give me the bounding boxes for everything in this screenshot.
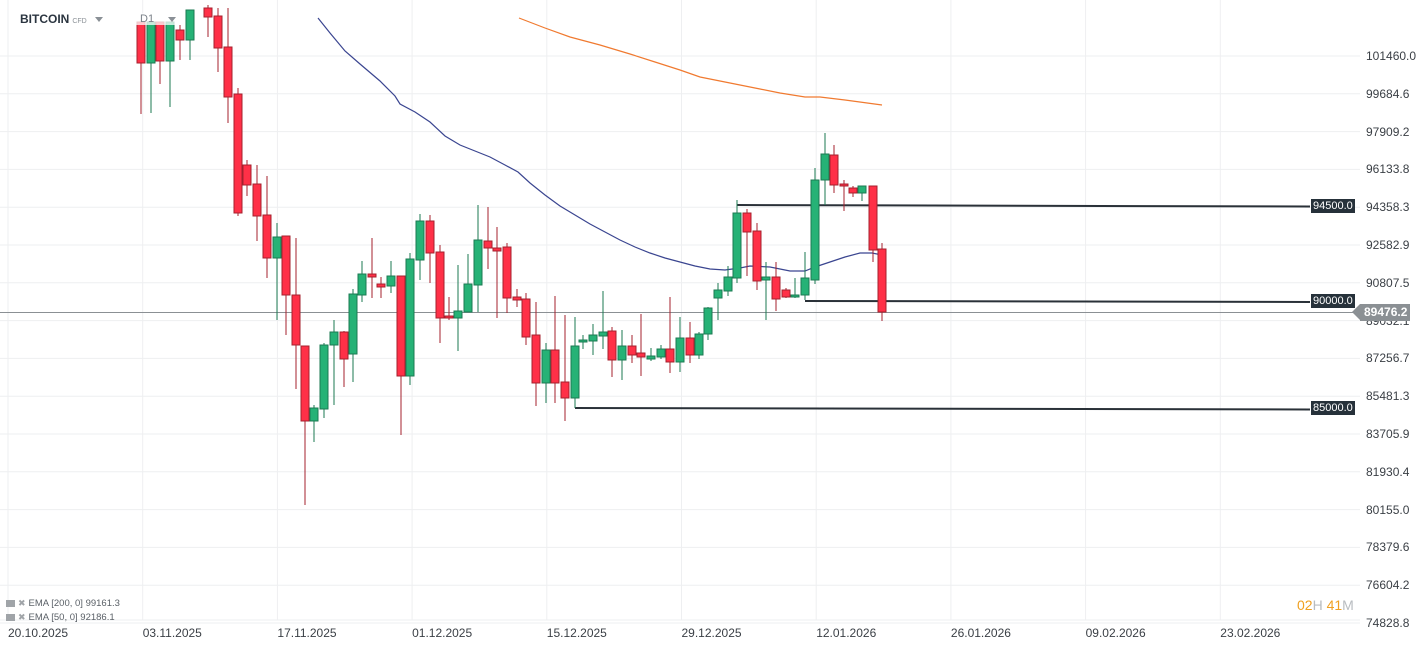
legend-ema200-label: EMA [200, 0] 99161.3 bbox=[28, 598, 120, 609]
price-axis-label: 90807.5 bbox=[1366, 275, 1410, 290]
time-axis-label: 23.02.2026 bbox=[1220, 626, 1281, 640]
time-axis-label: 09.02.2026 bbox=[1085, 626, 1146, 640]
time-axis-label: 26.01.2026 bbox=[950, 626, 1011, 640]
price-axis-label: 74828.8 bbox=[1366, 616, 1410, 630]
price-axis-label: 81930.4 bbox=[1366, 464, 1410, 479]
time-axis-label: 15.12.2025 bbox=[546, 626, 607, 640]
price-axis-label: 85481.3 bbox=[1366, 389, 1410, 404]
time-axis-label: 29.12.2025 bbox=[681, 626, 742, 640]
price-axis-label: 101460.0 bbox=[1366, 49, 1417, 63]
price-axis-label: 97909.2 bbox=[1366, 124, 1410, 139]
candle-countdown-timer: 02H 41M bbox=[1297, 597, 1354, 613]
timer-hours-unit: H bbox=[1312, 597, 1323, 613]
legend-ema50-label: EMA [50, 0] 92186.1 bbox=[28, 612, 115, 623]
level-tag-90000: 90000.0 bbox=[1311, 294, 1355, 308]
price-axis-label: 80155.0 bbox=[1366, 502, 1410, 517]
legend-ema50: ✖ EMA [50, 0] 92186.1 bbox=[6, 612, 115, 623]
time-axis-label: 17.11.2025 bbox=[277, 626, 337, 640]
symbol-suffix: CFD bbox=[72, 18, 87, 25]
symbol-name: BITCOIN bbox=[20, 12, 70, 26]
timer-minutes: 41 bbox=[1326, 597, 1343, 613]
price-axis-label: 96133.8 bbox=[1366, 162, 1410, 177]
settings-icon[interactable] bbox=[6, 599, 15, 607]
price-axis-label: 83705.9 bbox=[1366, 427, 1410, 441]
level-tag-94500: 94500.0 bbox=[1311, 199, 1355, 213]
time-axis-label: 03.11.2025 bbox=[142, 626, 202, 640]
time-axis-label: 20.10.2025 bbox=[8, 626, 69, 640]
settings-icon[interactable] bbox=[6, 613, 15, 621]
price-axis-label: 94358.3 bbox=[1366, 200, 1410, 215]
timeframe-selector[interactable]: D1 bbox=[136, 13, 181, 25]
close-icon[interactable]: ✖ bbox=[18, 598, 26, 608]
symbol-selector[interactable]: BITCOIN CFD bbox=[20, 12, 103, 26]
timer-hours: 02 bbox=[1297, 597, 1313, 613]
chevron-down-icon[interactable] bbox=[94, 17, 103, 23]
timer-minutes-unit: M bbox=[1342, 597, 1354, 613]
close-icon[interactable]: ✖ bbox=[18, 612, 26, 622]
current-price-tag: 89476.2 bbox=[1351, 304, 1411, 321]
price-axis-label: 76604.2 bbox=[1366, 578, 1410, 593]
price-axis-label: 87256.7 bbox=[1366, 351, 1410, 366]
price-axis-label: 99684.6 bbox=[1366, 86, 1410, 101]
price-axis-label: 92582.9 bbox=[1366, 238, 1410, 252]
legend-ema200: ✖ EMA [200, 0] 99161.3 bbox=[6, 598, 120, 609]
chevron-down-icon[interactable] bbox=[168, 16, 177, 22]
time-axis-label: 01.12.2025 bbox=[412, 626, 473, 640]
level-tag-85000: 85000.0 bbox=[1311, 401, 1355, 415]
price-axis-label: 78379.6 bbox=[1366, 540, 1410, 555]
timeframe-label: D1 bbox=[140, 13, 155, 25]
time-axis-label: 12.01.2026 bbox=[816, 626, 877, 640]
